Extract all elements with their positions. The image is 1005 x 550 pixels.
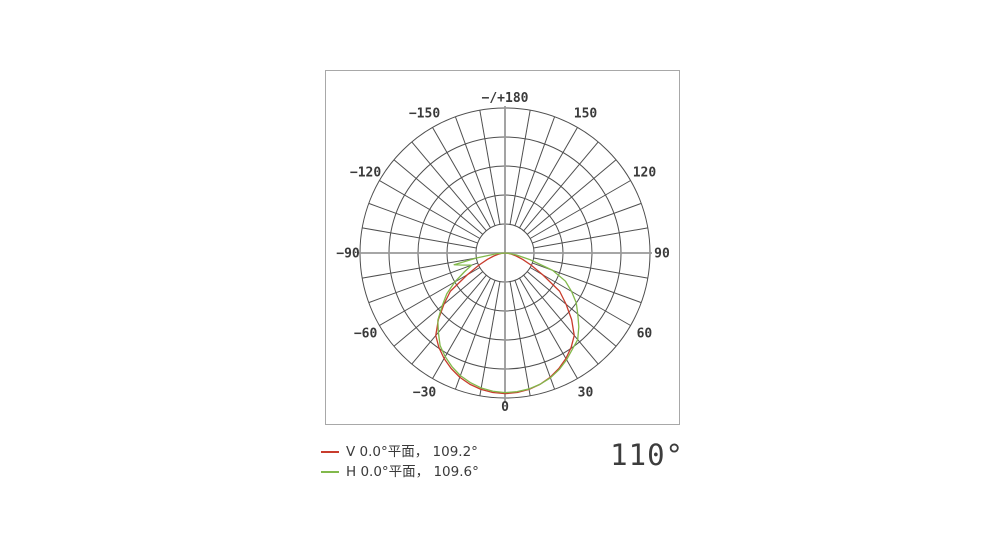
legend-label-v-plane: V 0.0°平面， 109.2° xyxy=(346,444,478,460)
angle-tick-label: −90 xyxy=(336,247,360,262)
grid-spoke xyxy=(514,280,556,390)
angle-tick-label: −60 xyxy=(354,327,378,342)
legend-line-swatch-icon xyxy=(321,451,339,453)
legend-label-h-plane: H 0.0°平面， 109.6° xyxy=(346,464,479,480)
polar-chart-panel: 0 30 60 90 120 150 −/+180 −150 −120 −90 −60 −30 xyxy=(325,70,680,425)
grid-spoke xyxy=(368,262,478,304)
grid-spoke xyxy=(479,110,501,225)
grid-spoke xyxy=(393,271,484,347)
angle-tick-label: 90 xyxy=(654,247,670,262)
angle-tick-label: 120 xyxy=(633,166,657,181)
grid-spoke xyxy=(432,277,491,379)
grid-spoke xyxy=(519,277,578,379)
grid-spoke xyxy=(362,257,477,279)
grid-spoke xyxy=(529,267,631,326)
grid-spoke xyxy=(411,141,487,232)
angle-tick-label: 30 xyxy=(578,385,594,400)
legend: V 0.0°平面， 109.2° H 0.0°平面， 109.6° xyxy=(321,442,479,482)
beam-angle-value: 110° xyxy=(610,438,684,472)
grid-spoke xyxy=(519,127,578,229)
legend-line-swatch-icon xyxy=(321,471,339,473)
angle-tick-label: 60 xyxy=(637,327,653,342)
angle-tick-label: −/+180 xyxy=(482,91,529,106)
grid-spoke xyxy=(532,202,642,244)
grid-spoke xyxy=(379,180,481,239)
legend-item-h-plane: H 0.0°平面， 109.6° xyxy=(321,462,479,482)
angle-tick-label: −120 xyxy=(350,166,381,181)
angle-tick-label: −150 xyxy=(409,107,440,122)
angle-tick-label: 0 xyxy=(501,400,509,415)
grid-spoke xyxy=(533,257,648,279)
grid-spoke xyxy=(526,159,617,235)
grid-spoke xyxy=(509,110,531,225)
angle-tick-label: −30 xyxy=(413,385,437,400)
angle-tick-label: 150 xyxy=(574,107,598,122)
grid-spoke xyxy=(526,271,617,347)
grid-spoke xyxy=(509,281,531,396)
grid-spoke xyxy=(362,227,477,249)
grid-spoke xyxy=(523,141,599,232)
grid-spoke xyxy=(529,180,631,239)
grid-spoke xyxy=(479,281,501,396)
grid-spoke xyxy=(454,116,496,226)
grid-spoke xyxy=(533,227,648,249)
grid-spoke xyxy=(379,267,481,326)
grid-spoke xyxy=(368,202,478,244)
grid-spoke xyxy=(432,127,491,229)
v-plane-curve xyxy=(435,252,575,395)
grid-spoke xyxy=(523,274,599,365)
grid-spoke xyxy=(454,280,496,390)
polar-chart: 0 30 60 90 120 150 −/+180 −150 −120 −90 −60 −30 xyxy=(336,91,670,415)
grid-spoke xyxy=(411,274,487,365)
grid-spoke xyxy=(514,116,556,226)
h-plane-curve xyxy=(437,252,580,394)
grid-spoke xyxy=(393,159,484,235)
legend-item-v-plane: V 0.0°平面， 109.2° xyxy=(321,442,479,462)
